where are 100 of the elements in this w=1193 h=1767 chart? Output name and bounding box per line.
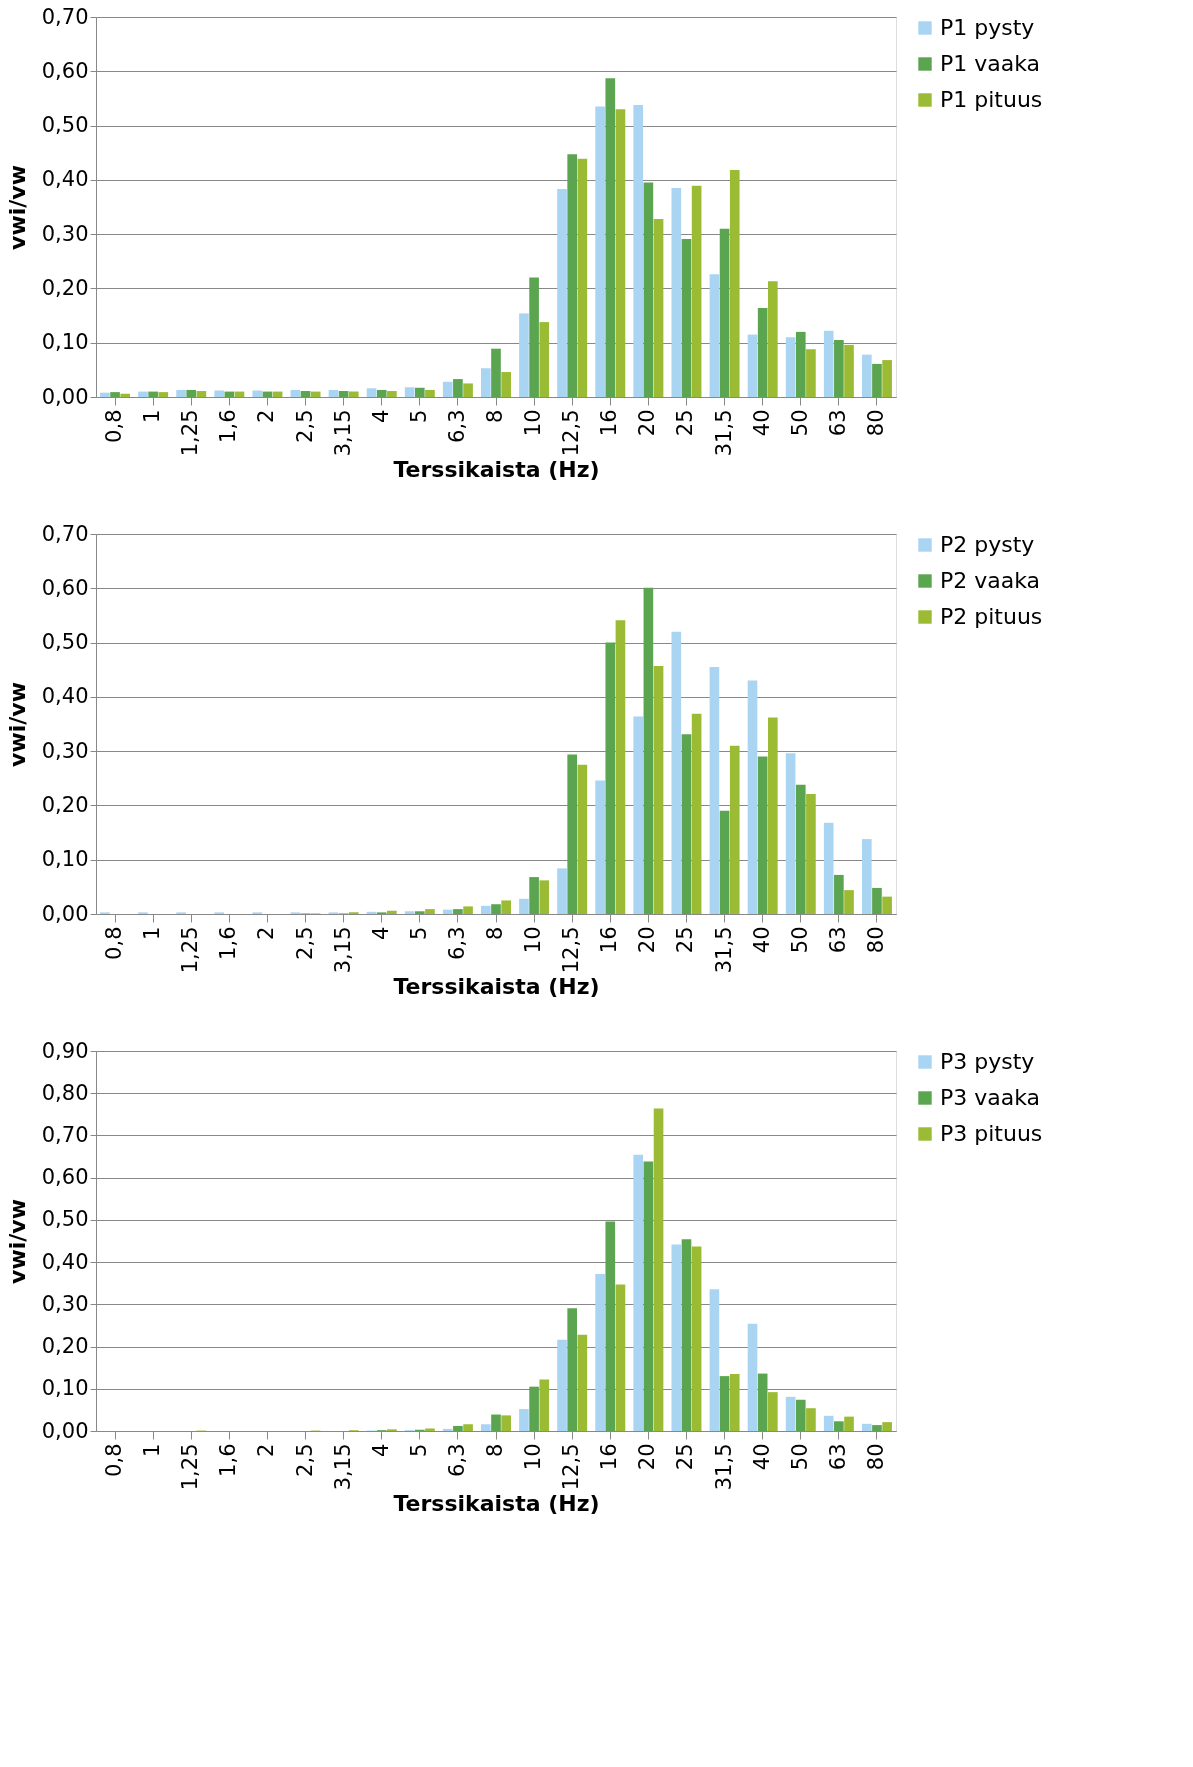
x-tick-label: 1,6 [216,1443,241,1477]
bar [110,392,120,397]
bar [404,911,415,914]
bar [529,277,539,397]
bar [671,1244,682,1431]
x-tick-label: 0,8 [102,926,127,960]
bar [425,1428,435,1431]
x-tick-label: 25 [673,926,698,954]
bar [719,810,730,914]
bar [491,348,501,397]
y-tick-label: 0,10 [41,847,89,872]
bar [605,78,616,397]
y-tick-label: 0,10 [41,330,89,355]
legend-label: P2 pysty [940,532,1035,557]
bar [595,1273,605,1431]
bar [338,391,349,397]
x-tick-label: 12,5 [559,926,584,974]
bar [425,909,435,914]
x-tick-label: 5 [406,926,431,940]
x-tick-label: 10 [521,1443,546,1471]
legend-label: P1 pituus [940,87,1043,112]
x-tick-label: 4 [368,926,393,940]
bar [442,909,453,914]
x-tick-label: 2,5 [292,409,317,443]
x-tick-label: 63 [825,1443,850,1471]
bar [442,1428,453,1431]
x-tick-label: 20 [635,926,660,954]
bar [481,368,491,397]
bar [310,391,321,397]
bar [567,1308,578,1431]
y-tick-label: 0,50 [41,630,89,655]
x-tick-label: 80 [863,1443,888,1471]
y-tick-label: 0,70 [41,4,89,29]
x-tick-label: 2 [254,926,279,940]
bar [366,388,377,397]
bar [186,389,197,397]
bar [453,909,463,914]
bar [643,182,654,397]
x-tick-label: 31,5 [711,409,736,457]
bar [729,1374,740,1431]
x-tick-label: 50 [787,926,812,954]
x-tick-label: 1,25 [178,409,203,457]
bar [463,1424,473,1431]
bar [567,154,578,397]
y-tick-label: 0,00 [41,1418,89,1443]
bar [747,334,758,397]
bar [425,389,435,397]
bar [615,1284,626,1431]
x-tick-label: 2,5 [292,926,317,960]
x-tick-label: 6,3 [444,1443,469,1477]
bar [768,281,778,397]
bar [491,904,501,914]
y-tick-label: 0,60 [41,58,89,83]
bar [729,745,740,914]
bar [557,189,567,397]
x-tick-label: 8 [483,1443,507,1457]
bar [519,313,529,397]
y-tick-label: 0,70 [41,1122,89,1147]
bar [653,1108,664,1431]
y-tick-label: 0,20 [41,1334,89,1359]
legend-label: P2 pituus [940,604,1043,629]
bar [795,784,806,914]
bar [442,381,453,397]
x-tick-label: 4 [368,1443,393,1457]
bar [872,1425,882,1431]
bar [501,900,511,914]
bar [481,1424,491,1431]
x-tick-label: 8 [483,409,507,423]
bar [404,387,415,397]
x-tick-label: 10 [521,409,546,437]
x-tick-label: 3,15 [330,409,355,457]
bar [709,1289,720,1431]
x-axis-title: Terssikaista (Hz) [393,974,600,1000]
bar [681,239,692,397]
bar [196,391,207,397]
bar [158,392,169,397]
x-tick-label: 2,5 [292,1443,317,1477]
bar [387,391,397,397]
bar [806,794,816,914]
bar [453,1425,463,1431]
x-tick-label: 2 [254,409,279,423]
bar [785,753,796,914]
bar [719,1376,730,1431]
y-tick-label: 0,30 [41,738,89,763]
x-tick-label: 12,5 [559,409,584,457]
bar [806,1408,816,1431]
bar [691,1246,702,1431]
bar [643,1161,654,1431]
bar [529,1386,539,1431]
bar [768,1392,778,1431]
bar [882,360,892,397]
bar [577,158,588,397]
bar [300,391,311,397]
bar [643,587,654,914]
bar [519,1409,529,1431]
bar [539,880,550,914]
x-tick-label: 3,15 [330,1443,355,1491]
bar [491,1414,501,1431]
x-tick-label: 6,3 [444,409,469,443]
bar [567,754,578,914]
